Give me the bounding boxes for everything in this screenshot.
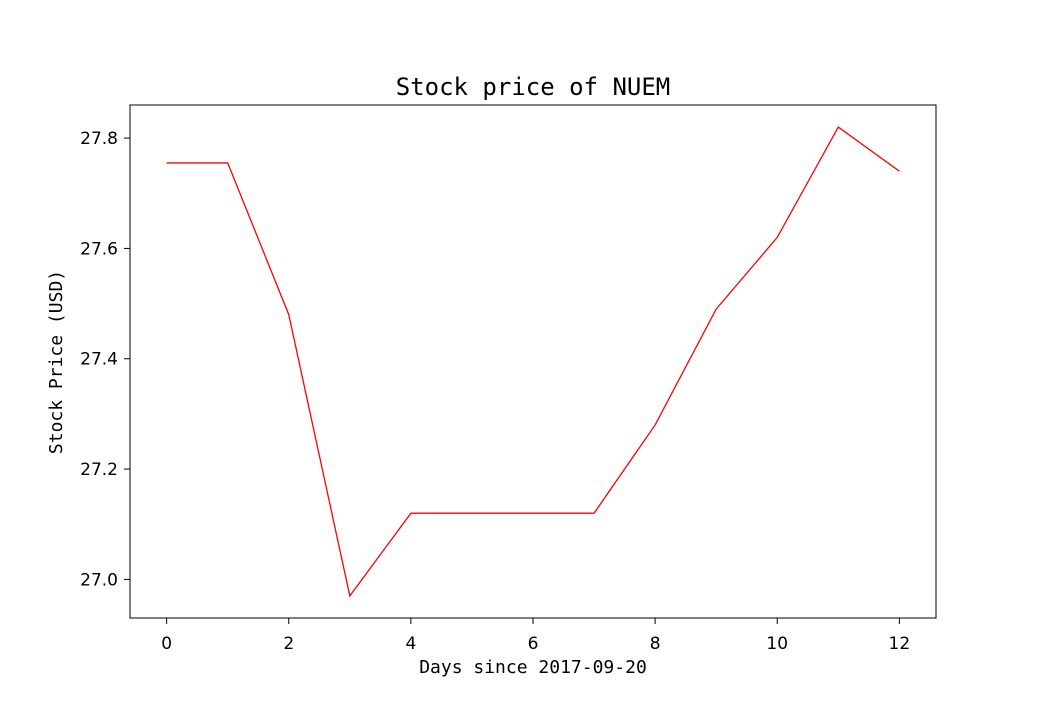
- series-line: [166, 126, 900, 598]
- x-tick-label: 4: [405, 634, 416, 654]
- y-tick-label: 27.0: [80, 570, 118, 590]
- y-tick-label: 27.2: [80, 460, 118, 480]
- series-layer: [166, 126, 900, 598]
- plot-frame: [129, 104, 937, 619]
- x-axis: 0 2 4 6 8 10 12: [161, 618, 910, 654]
- x-tick-label: 12: [889, 634, 911, 654]
- chart-title: Stock price of NUEM: [396, 73, 671, 101]
- x-tick-label: 8: [650, 634, 661, 654]
- x-tick-label: 2: [283, 634, 294, 654]
- y-axis-label: Stock Price (USD): [46, 270, 67, 454]
- y-axis: 27.0 27.2 27.4 27.6 27.8: [80, 129, 130, 590]
- x-tick-label: 6: [528, 634, 539, 654]
- y-tick-label: 27.4: [80, 350, 118, 370]
- x-axis-label: Days since 2017-09-20: [419, 657, 647, 678]
- y-tick-label: 27.8: [80, 129, 118, 149]
- x-tick-label: 0: [161, 634, 172, 654]
- y-tick-label: 27.6: [80, 239, 118, 259]
- x-tick-label: 10: [766, 634, 788, 654]
